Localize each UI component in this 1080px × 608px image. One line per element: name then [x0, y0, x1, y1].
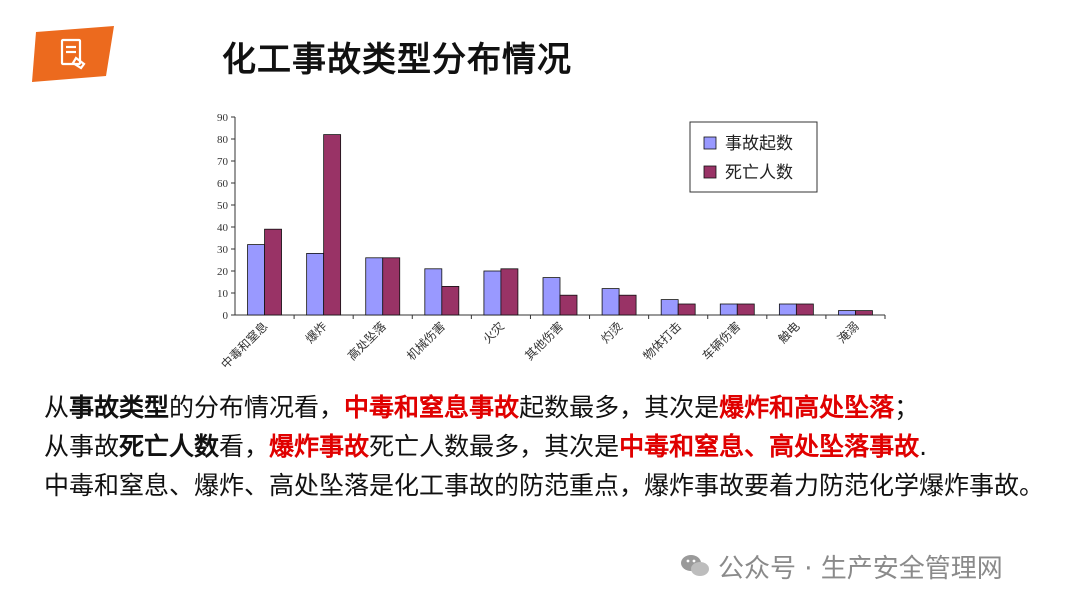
- text-span: 起数最多，其次是: [519, 393, 720, 422]
- bar-incidents: [483, 270, 502, 316]
- bar-deaths: [855, 310, 873, 316]
- bar-deaths: [677, 303, 696, 316]
- watermark: 公众号 · 生产安全管理网: [680, 550, 1003, 584]
- highlight-text: 爆炸事故: [269, 432, 370, 461]
- text-span: 看，: [219, 432, 270, 461]
- bar-deaths: [323, 134, 342, 316]
- y-axis-ticks: 0 10 20 30 40 50 60 70 80 90: [217, 112, 235, 322]
- wechat-icon: [681, 555, 709, 576]
- text-span: 从事故: [44, 432, 120, 461]
- bar-deaths: [736, 303, 755, 316]
- emphasis-text: 死亡人数: [119, 432, 220, 461]
- bar-incidents: [660, 299, 679, 316]
- x-axis-labels: 中毒和窒息 爆炸 高处坠落 机械伤害 火灾 其他伤害 灼烫 物体打击 车辆伤害 触电 淹溺: [218, 315, 886, 372]
- body-text: 从事故类型的分布情况看，中毒和窒息事故起数最多，其次是爆炸和高处坠落； 从事故死…: [44, 388, 1064, 505]
- bar-deaths: [795, 303, 814, 316]
- x-tick-label: 淹溺: [835, 319, 862, 346]
- x-tick-label: 触电: [776, 319, 803, 346]
- bar-chart: 0 10 20 30 40 50 60 70 80 90 中毒和窒息 爆炸 高处坠落 机械伤害 火灾 其他伤…: [217, 112, 886, 372]
- y-tick-label: 30: [217, 244, 229, 256]
- y-tick-label: 60: [217, 178, 229, 190]
- highlight-text: 中毒和窒息、高处坠落事故: [619, 432, 920, 461]
- bar-deaths: [441, 285, 460, 316]
- bar-incidents: [247, 244, 265, 316]
- text-span: 从: [44, 393, 70, 422]
- x-tick-label: 车辆伤害: [699, 319, 744, 364]
- watermark-text: 公众号 · 生产安全管理网: [718, 553, 1003, 584]
- x-tick-label: 机械伤害: [403, 319, 448, 364]
- highlight-text: 中毒和窒息事故: [344, 393, 520, 422]
- legend-swatch: [703, 136, 717, 150]
- bar-incidents: [601, 288, 620, 316]
- bar-deaths: [382, 257, 401, 316]
- body-line-2: 从事故死亡人数看，爆炸事故死亡人数最多，其次是中毒和窒息、高处坠落事故.: [44, 427, 1064, 466]
- x-tick-label: 灼烫: [598, 319, 626, 347]
- y-tick-label: 80: [217, 134, 229, 146]
- y-tick-label: 90: [217, 112, 229, 124]
- bar-deaths: [559, 294, 578, 316]
- text-span: .: [919, 432, 928, 461]
- legend-box: [689, 121, 818, 193]
- body-line-1: 从事故类型的分布情况看，中毒和窒息事故起数最多，其次是爆炸和高处坠落；: [44, 388, 1064, 427]
- y-tick-label: 50: [217, 200, 229, 212]
- bar-deaths: [264, 228, 282, 316]
- bar-deaths: [618, 294, 637, 316]
- x-tick-label: 物体打击: [640, 319, 684, 363]
- y-tick-label: 20: [217, 266, 229, 278]
- bar-incidents: [365, 257, 384, 316]
- highlight-text: 爆炸和高处坠落: [719, 393, 895, 422]
- bar-deaths: [500, 268, 519, 316]
- bar-incidents: [719, 303, 738, 316]
- text-span: ；: [894, 393, 920, 422]
- page-title: 化工事故类型分布情况: [222, 40, 572, 80]
- x-tick-label: 中毒和窒息: [218, 319, 271, 372]
- chart-bars: [247, 134, 873, 316]
- bar-incidents: [778, 303, 797, 316]
- y-tick-label: 0: [223, 310, 229, 322]
- emphasis-text: 事故类型: [69, 393, 170, 422]
- legend-swatch: [703, 165, 717, 179]
- bar-incidents: [838, 310, 856, 316]
- bar-incidents: [424, 268, 443, 316]
- legend-label: 事故起数: [725, 134, 793, 154]
- text-span: 死亡人数最多，其次是: [369, 432, 620, 461]
- text-span: 的分布情况看，: [169, 393, 345, 422]
- x-tick-label: 其他伤害: [522, 319, 567, 364]
- legend-label: 死亡人数: [725, 163, 793, 183]
- x-tick-label: 爆炸: [303, 319, 330, 346]
- y-tick-label: 10: [217, 288, 229, 300]
- document-hand-icon: [60, 38, 86, 70]
- y-tick-label: 40: [217, 222, 229, 234]
- x-tick-label: 高处坠落: [344, 319, 389, 364]
- bar-incidents: [306, 252, 325, 316]
- logo: [32, 26, 114, 82]
- bar-incidents: [542, 277, 561, 316]
- x-tick-label: 火灾: [479, 319, 507, 347]
- body-line-3: 中毒和窒息、爆炸、高处坠落是化工事故的防范重点，爆炸事故要着力防范化学爆炸事故。: [44, 471, 1045, 500]
- y-tick-label: 70: [217, 156, 229, 168]
- logo-background: [32, 26, 114, 82]
